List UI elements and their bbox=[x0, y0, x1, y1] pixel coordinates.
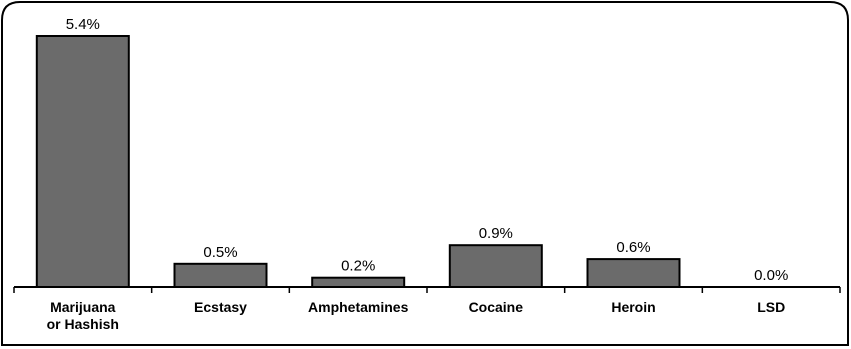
category-label: Heroin bbox=[611, 299, 655, 315]
data-label: 0.5% bbox=[203, 244, 237, 261]
category-label-line: Amphetamines bbox=[308, 299, 409, 315]
data-label: 0.6% bbox=[616, 239, 650, 256]
category-label-line: or Hashish bbox=[47, 316, 119, 332]
bar bbox=[586, 258, 681, 289]
category-label-line: Cocaine bbox=[469, 299, 524, 315]
category-label-line: Ecstasy bbox=[194, 299, 247, 315]
category-label-line: Marijuana bbox=[50, 299, 116, 315]
category-label-line: Heroin bbox=[611, 299, 655, 315]
value-labels-group: 5.4% 0.5% 0.2% 0.9% 0.6% 0.0% bbox=[66, 16, 789, 284]
bar bbox=[173, 262, 268, 288]
bar bbox=[35, 35, 130, 288]
category-label: LSD bbox=[757, 299, 785, 315]
data-label: 0.9% bbox=[479, 225, 513, 242]
category-labels-group: Marijuana or Hashish Ecstasy Amphetamines Co… bbox=[47, 299, 786, 332]
x-ticks-group bbox=[13, 287, 841, 293]
bar bbox=[448, 244, 543, 288]
data-label: 5.4% bbox=[66, 16, 100, 33]
bars-group bbox=[35, 35, 681, 289]
category-label: Marijuana or Hashish bbox=[47, 299, 119, 332]
data-label: 0.2% bbox=[341, 258, 375, 275]
category-label: Ecstasy bbox=[194, 299, 247, 315]
category-label: Cocaine bbox=[469, 299, 524, 315]
data-label: 0.0% bbox=[754, 267, 788, 284]
category-label-line: LSD bbox=[757, 299, 785, 315]
bar bbox=[311, 276, 406, 289]
category-label: Amphetamines bbox=[308, 299, 409, 315]
